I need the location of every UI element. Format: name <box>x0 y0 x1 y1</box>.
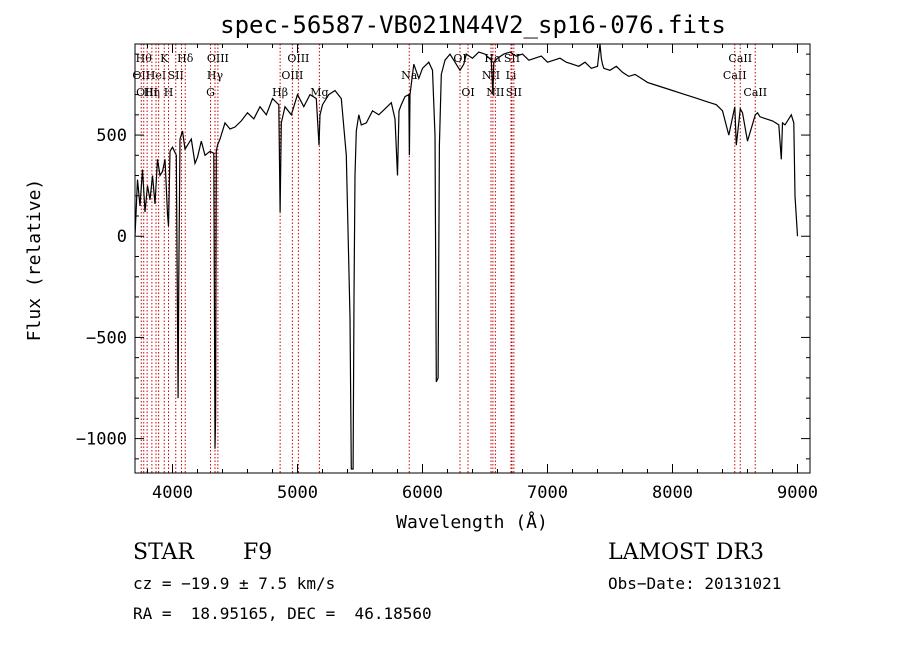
observation-date: Obs−Date: 20131021 <box>608 574 782 593</box>
line-marker-label: Li <box>506 69 517 82</box>
x-tick-label: 9000 <box>777 483 818 503</box>
line-marker-label: OIII <box>207 52 229 65</box>
line-markers: OIIHθOIIIHηHeIKHSIIHδGHγOIIIHβOIIIOIIIMg… <box>132 44 767 473</box>
line-marker-label: CaII <box>743 86 767 99</box>
line-marker-label: SII <box>506 86 522 99</box>
line-marker-label: SII <box>168 69 184 82</box>
x-tick-label: 4000 <box>152 483 193 503</box>
y-axis: −1000 −500 0 500 <box>76 53 810 460</box>
chart-title: spec-56587-VB021N44V2_sp16-076.fits <box>220 11 726 39</box>
line-marker-label: NII <box>482 69 500 82</box>
line-marker-label: Hθ <box>136 52 153 65</box>
data-release: LAMOST DR3 <box>608 540 764 565</box>
line-marker-label: NII <box>486 86 504 99</box>
line-marker-label: CaII <box>728 52 752 65</box>
object-class: STAR <box>133 540 194 565</box>
line-marker-label: G <box>206 86 215 99</box>
line-marker-label: CaII <box>723 69 747 82</box>
line-marker-label: Hα <box>484 52 502 65</box>
coordinates: RA = 18.95165, DEC = 46.18560 <box>133 604 432 623</box>
x-tick-label: 7000 <box>527 483 568 503</box>
line-marker-label: Hγ <box>207 69 224 82</box>
y-tick-label: −1000 <box>76 430 127 450</box>
line-marker-label: Na <box>401 69 418 82</box>
y-tick-label: −500 <box>86 328 127 348</box>
y-tick-label: 500 <box>96 126 127 146</box>
line-marker-label: OII <box>132 69 150 82</box>
plot-frame <box>134 43 811 474</box>
line-marker-label: OIII <box>136 86 158 99</box>
line-marker-label: OIII <box>287 52 309 65</box>
x-axis: 4000 5000 6000 7000 8000 9000 <box>147 44 818 503</box>
x-tick-label: 6000 <box>402 483 443 503</box>
line-marker-label: OIII <box>281 69 303 82</box>
x-tick-label: 8000 <box>652 483 693 503</box>
line-marker-label: OI <box>461 86 474 99</box>
y-tick-label: 0 <box>117 227 127 247</box>
line-marker-label: Hη <box>144 86 160 99</box>
redshift-cz: cz = −19.9 ± 7.5 km/s <box>133 574 336 593</box>
line-marker-label: Hδ <box>177 52 194 65</box>
line-marker-label: H <box>164 86 174 99</box>
x-axis-label: Wavelength (Å) <box>396 511 548 533</box>
object-subclass: F9 <box>243 540 273 565</box>
line-marker-label: HeI <box>146 69 166 82</box>
line-marker-label: OI <box>453 52 466 65</box>
line-marker-label: Hβ <box>272 86 288 99</box>
x-tick-label: 5000 <box>277 483 318 503</box>
line-marker-label: Mg <box>310 86 328 99</box>
line-marker-label: K <box>160 52 169 65</box>
spectrum-line <box>134 43 799 470</box>
y-axis-label: Flux (relative) <box>24 179 45 342</box>
